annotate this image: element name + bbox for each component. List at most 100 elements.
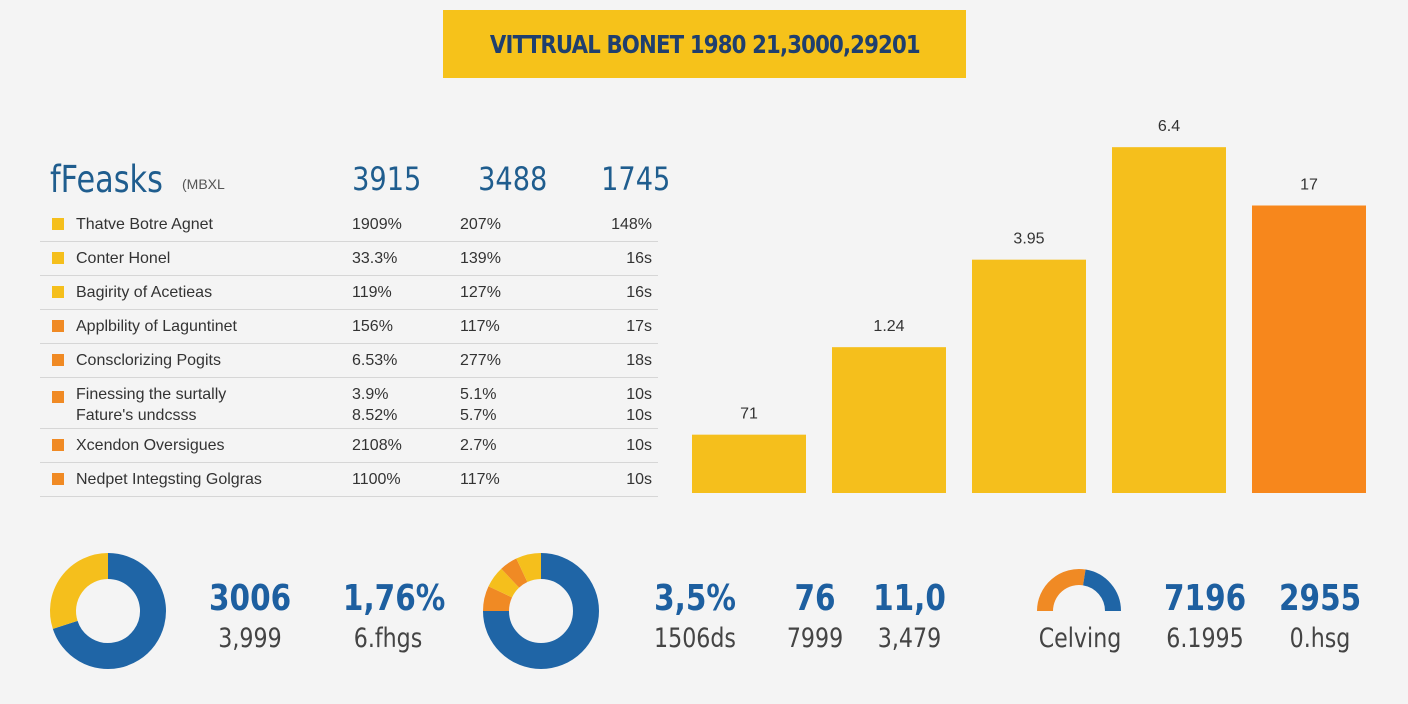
row-value-1: 1909% — [352, 216, 402, 233]
donut-1-segment-2 — [50, 553, 109, 629]
legend-swatch — [52, 286, 64, 298]
table-row: Conter Honel 33.3% 139% 16s — [40, 242, 658, 276]
row-value-3: 17s — [626, 318, 652, 335]
stat-5-value: 11,0 — [873, 578, 946, 619]
row-value-3-line-2: 10s — [626, 407, 652, 424]
table-row: Xcendon Oversigues 2108% 2.7% 10s — [40, 429, 658, 463]
row-value-2: 2.7% — [460, 437, 497, 454]
legend-swatch — [52, 252, 64, 264]
row-value-3: 10s — [626, 437, 652, 454]
row-value-3-line-1: 10s — [626, 386, 652, 403]
row-value-3: 18s — [626, 352, 652, 369]
bar-1 — [692, 434, 806, 493]
legend-swatch — [52, 320, 64, 332]
page-title: VITTRUAL BONET 1980 21,3000,29201 — [489, 29, 921, 59]
legend-swatch — [52, 439, 64, 451]
stat-3-value: 3,5% — [654, 578, 736, 619]
row-value-2: 139% — [460, 250, 501, 267]
stat-6: Celving — [1020, 578, 1140, 654]
data-table: fFeasks (MBXL 3915 3488 1745 Thatve Botr… — [40, 150, 670, 497]
donut-2-segment-1 — [483, 553, 599, 669]
bar-value-label-2: 1.24 — [873, 318, 904, 335]
bar-5 — [1252, 205, 1366, 493]
row-label: Thatve Botre Agnet — [76, 216, 213, 233]
bar-value-label-3: 3.95 — [1013, 231, 1044, 248]
row-value-3: 148% — [611, 216, 652, 233]
stat-2: 1,76% 6.fhgs — [333, 578, 446, 654]
bar-value-label-5: 17 — [1300, 177, 1318, 194]
stat-1-value: 3006 — [209, 578, 292, 619]
row-value-1: 6.53% — [352, 352, 398, 369]
donut-2-segment-4 — [501, 558, 528, 589]
stat-4-label: 7999 — [786, 623, 844, 654]
stat-6-value — [1031, 578, 1129, 619]
row-value-2: 117% — [460, 471, 500, 488]
stat-1-label: 3,999 — [218, 623, 282, 654]
stat-4: 76 7999 — [770, 578, 860, 654]
table-row: Thatve Botre Agnet 1909% 207% 148% — [40, 208, 658, 242]
row-value-3: 16s — [626, 250, 652, 267]
row-label-line-1: Finessing the surtally — [76, 386, 227, 403]
stat-3: 3,5% 1506ds — [640, 578, 750, 654]
stat-2-label: 6.fhgs — [353, 623, 423, 654]
row-value-3: 10s 10s — [626, 384, 652, 426]
donut-chart-2 — [483, 553, 599, 669]
row-value-1-line-1: 3.9% — [352, 386, 389, 403]
row-value-1: 2108% — [352, 437, 402, 454]
row-label: Xcendon Oversigues — [76, 437, 225, 454]
column-header-3: 1745 — [601, 160, 671, 198]
stat-8-label: 0.hsg — [1289, 623, 1351, 654]
table-row: Applbility of Laguntinet 156% 117% 17s — [40, 310, 658, 344]
donut-2-segment-5 — [516, 553, 542, 583]
gauge-chart — [1037, 569, 1121, 612]
table-row: Consclorizing Pogits 6.53% 277% 18s — [40, 344, 658, 378]
row-value-1: 1100% — [352, 471, 401, 488]
gauge-segment-2 — [1082, 569, 1121, 612]
row-label: Nedpet Integsting Golgras — [76, 471, 262, 488]
bar-3 — [972, 259, 1086, 493]
stat-4-value: 76 — [794, 578, 836, 619]
row-label-line-2: Fature's undcsss — [76, 407, 197, 424]
stat-8: 2955 0.hsg — [1270, 578, 1370, 654]
row-value-2-line-1: 5.1% — [460, 386, 497, 403]
stat-2-value: 1,76% — [342, 578, 446, 619]
stat-7-label: 6.1995 — [1166, 623, 1244, 654]
table-header: fFeasks (MBXL 3915 3488 1745 — [40, 150, 670, 208]
table-row: Finessing the surtally Fature's undcsss 3.… — [40, 378, 658, 429]
row-label: Consclorizing Pogits — [76, 352, 221, 369]
row-value-1: 3.9% 8.52% — [352, 384, 397, 426]
row-value-2: 207% — [460, 216, 501, 233]
column-header-1: 3915 — [352, 160, 422, 198]
table-title: fFeasks — [50, 158, 163, 201]
bar-2 — [832, 347, 946, 493]
legend-swatch — [52, 473, 64, 485]
row-value-1-line-2: 8.52% — [352, 407, 398, 424]
legend-swatch — [52, 218, 64, 230]
donut-chart-1 — [50, 553, 166, 669]
stat-7: 7196 6.1995 — [1155, 578, 1255, 654]
bar-4 — [1112, 147, 1226, 493]
table-subtitle: (MBXL — [182, 176, 225, 192]
row-value-2: 5.1% 5.7% — [460, 384, 496, 426]
row-label: Applbility of Laguntinet — [76, 318, 237, 335]
row-value-2-line-2: 5.7% — [460, 407, 497, 424]
donut-1-segment-1 — [52, 553, 166, 669]
row-label: Bagirity of Acetieas — [76, 284, 213, 301]
row-value-3: 16s — [626, 284, 652, 301]
row-value-1: 33.3% — [352, 250, 398, 267]
legend-swatch — [52, 354, 64, 366]
row-value-1: 119% — [352, 284, 392, 301]
row-value-2: 127% — [460, 284, 501, 301]
legend-swatch — [52, 391, 64, 403]
donut-2-segment-2 — [483, 586, 513, 612]
stat-1: 3006 3,999 — [200, 578, 300, 654]
stat-7-value: 7196 — [1164, 578, 1247, 619]
column-header-2: 3488 — [478, 160, 548, 198]
row-label: Conter Honel — [76, 250, 171, 267]
row-value-2: 277% — [460, 352, 501, 369]
title-banner: VITTRUAL BONET 1980 21,3000,29201 — [443, 10, 966, 78]
row-label: Finessing the surtally Fature's undcsss — [76, 384, 226, 426]
table-row: Bagirity of Acetieas 119% 127% 16s — [40, 276, 658, 310]
stat-3-label: 1506ds — [654, 623, 736, 654]
stat-5: 11,0 3,479 — [862, 578, 957, 654]
